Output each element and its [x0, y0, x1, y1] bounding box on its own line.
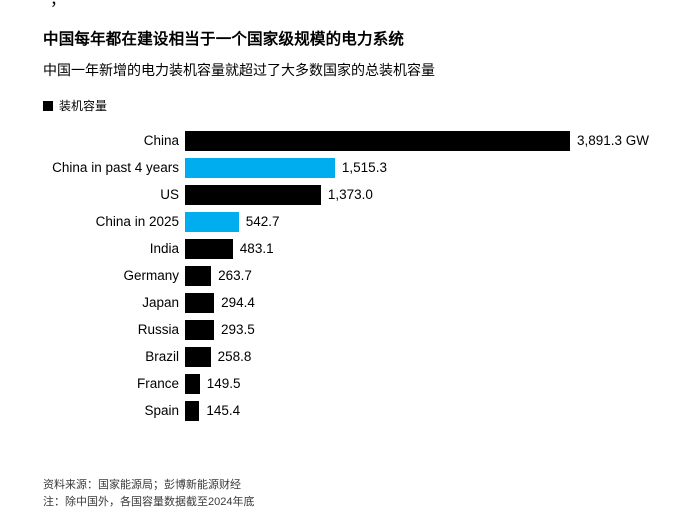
category-label: Russia: [137, 322, 179, 337]
bar: [185, 130, 570, 151]
category-label: Brazil: [145, 349, 179, 364]
bar-row: Germany 263.7: [43, 262, 670, 289]
bar-row: Brazil 258.8: [43, 343, 670, 370]
value-label: 542.7: [245, 214, 280, 229]
category-label: US: [160, 187, 179, 202]
bar: [185, 265, 212, 286]
value-label: 149.5: [206, 376, 241, 391]
legend-label: 装机容量: [59, 99, 108, 113]
value-label: 294.4: [221, 295, 255, 310]
bar-row: China 3,891.3 GW: [43, 127, 670, 154]
bar-row: Spain 145.4: [43, 397, 670, 424]
data-note: 注：除中国外，各国容量数据截至2024年底: [43, 495, 255, 508]
category-label: China in past 4 years: [52, 160, 179, 175]
bar-track: 483.1: [185, 238, 670, 259]
source-note: 资料来源：国家能源局；彭博新能源财经: [43, 479, 241, 491]
chart-subtitle: 中国一年新增的电力装机容量就超过了大多数国家的总装机容量: [43, 62, 435, 78]
value-label: 1,373.0: [327, 187, 373, 202]
bar-track: 293.5: [185, 319, 670, 340]
bar: [185, 211, 239, 232]
bar-row: India 483.1: [43, 235, 670, 262]
value-label: 483.1: [239, 241, 274, 256]
bar-track: 3,891.3 GW: [185, 130, 670, 151]
value-label: 145.4: [206, 403, 241, 418]
bar: [185, 184, 321, 205]
bar-track: 1,515.3: [185, 157, 670, 178]
bar-row: France 149.5: [43, 370, 670, 397]
bar: [185, 400, 200, 421]
bar-row: China in past 4 years 1,515.3: [43, 154, 670, 181]
value-label: 263.7: [218, 268, 252, 283]
bar: [185, 346, 211, 367]
bar-track: 1,373.0: [185, 184, 670, 205]
bar-row: US 1,373.0: [43, 181, 670, 208]
bar-track: 294.4: [185, 292, 670, 313]
category-label: Germany: [123, 268, 179, 283]
value-label: 1,515.3: [341, 160, 387, 175]
bar-track: 149.5: [185, 373, 670, 394]
bar-track: 258.8: [185, 346, 670, 367]
value-label: 258.8: [217, 349, 252, 364]
bar: [185, 238, 233, 259]
chart-legend: 装机容量: [43, 97, 670, 114]
bar: [185, 157, 335, 178]
category-label: Spain: [144, 403, 179, 418]
clipped-text-fragment: ，: [50, 0, 67, 9]
bar: [185, 292, 215, 313]
bar-row: Japan 294.4: [43, 289, 670, 316]
bar: [185, 319, 215, 340]
chart-title: 中国每年都在建设相当于一个国家级规模的电力系统: [43, 31, 405, 48]
bar: [185, 373, 200, 394]
category-label: China: [143, 133, 179, 148]
bar-track: 542.7: [185, 211, 670, 232]
chart-content: 中国每年都在建设相当于一个国家级规模的电力系统 中国一年新增的电力装机容量就超过…: [43, 31, 670, 424]
legend-swatch-icon: [43, 100, 53, 111]
bar-track: 263.7: [185, 265, 670, 286]
category-label: China in 2025: [95, 214, 179, 229]
bar-row: China in 2025 542.7: [43, 208, 670, 235]
category-label: France: [136, 376, 179, 391]
value-label: 293.5: [221, 322, 255, 337]
bar-row: Russia 293.5: [43, 316, 670, 343]
value-label: 3,891.3 GW: [577, 133, 650, 148]
bar-rows: China 3,891.3 GW China in past 4 years 1,51…: [43, 127, 670, 424]
chart-footer: 资料来源：国家能源局；彭博新能源财经 注：除中国外，各国容量数据截至2024年底: [43, 477, 254, 510]
category-label: India: [149, 241, 179, 256]
bar-track: 145.4: [185, 400, 670, 421]
category-label: Japan: [142, 295, 179, 310]
